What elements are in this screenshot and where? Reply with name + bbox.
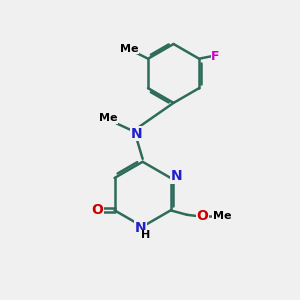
Text: N: N bbox=[131, 127, 142, 141]
Text: H: H bbox=[141, 230, 150, 240]
Text: F: F bbox=[211, 50, 220, 63]
Text: Me: Me bbox=[120, 44, 138, 53]
Text: N: N bbox=[134, 221, 146, 235]
Text: Me: Me bbox=[213, 211, 231, 221]
Text: O: O bbox=[91, 203, 103, 218]
Text: N: N bbox=[171, 169, 182, 184]
Text: Me: Me bbox=[99, 113, 117, 123]
Text: O: O bbox=[196, 209, 208, 223]
